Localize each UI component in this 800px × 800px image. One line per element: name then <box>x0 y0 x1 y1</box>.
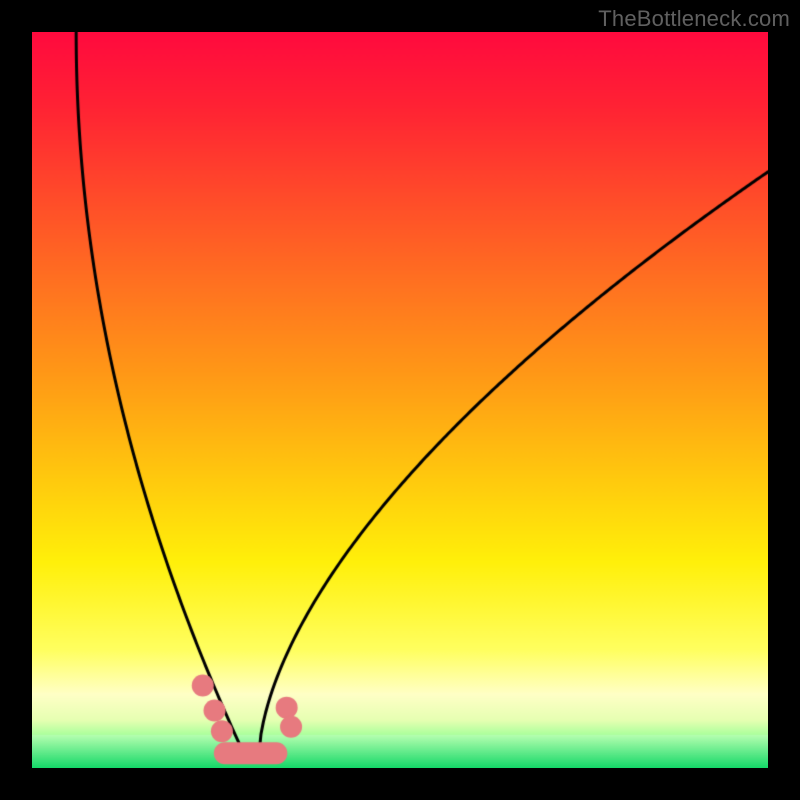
bottleneck-chart-canvas <box>32 32 768 768</box>
stage: TheBottleneck.com <box>0 0 800 800</box>
plot-area <box>32 32 768 768</box>
watermark-label: TheBottleneck.com <box>598 6 790 32</box>
